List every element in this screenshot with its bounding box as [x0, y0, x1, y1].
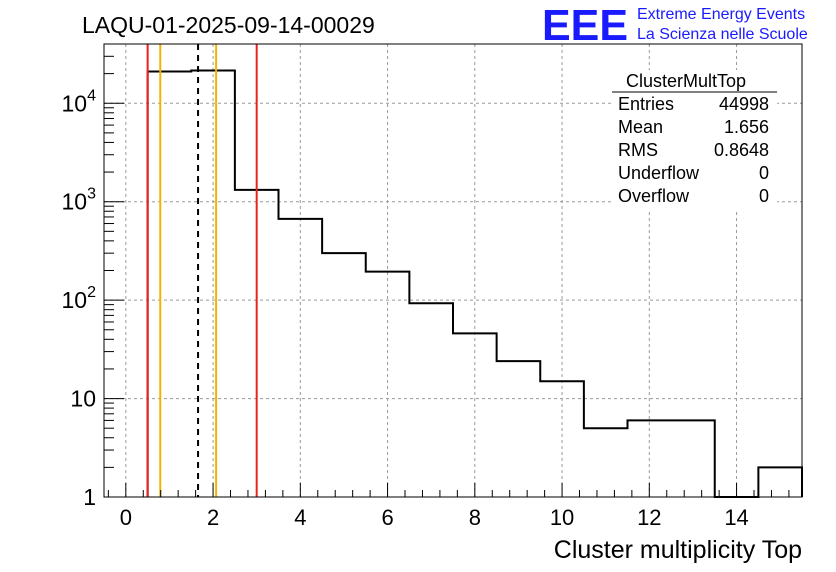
histogram-bin [366, 272, 410, 497]
x-tick-label: 6 [381, 505, 393, 530]
stats-box-background [612, 70, 777, 210]
eee-logo-line1: Extreme Energy Events [637, 6, 805, 23]
histogram-outline [146, 69, 803, 498]
stats-row-label: Mean [618, 117, 663, 137]
y-tick-label: 10 [70, 386, 96, 412]
histogram-bin [322, 253, 366, 497]
y-axis-tick-labels: 1 10 102 103 104 [62, 87, 97, 510]
x-tick-label: 0 [120, 505, 132, 530]
stats-row-label: Underflow [618, 163, 700, 183]
x-tick-label: 4 [294, 505, 306, 530]
y-tick-label: 1 [83, 484, 96, 510]
stats-row-value: 1.656 [724, 117, 769, 137]
x-tick-label: 14 [724, 505, 748, 530]
y-tick-label: 103 [62, 186, 97, 215]
stats-row-value: 0.8648 [714, 140, 769, 160]
stats-box-title: ClusterMultTop [626, 71, 746, 91]
chart-title: LAQU-01-2025-09-14-00029 [82, 12, 375, 38]
stats-row-value: 0 [759, 163, 769, 183]
x-tick-label: 12 [637, 505, 661, 530]
x-axis-tick-labels: 0 2 4 6 8 10 12 14 [120, 505, 749, 530]
histogram-bin [497, 361, 541, 497]
histogram-bin [758, 467, 802, 497]
eee-logo-line2: La Scienza nelle Scuole [637, 26, 808, 43]
eee-logo-mark: EEE [542, 1, 628, 50]
stats-row-value: 44998 [719, 94, 769, 114]
y-tick-label: 104 [62, 87, 97, 116]
stats-row-label: Entries [618, 94, 674, 114]
stats-box: ClusterMultTop Entries 44998 Mean 1.656 RMS 0… [612, 70, 777, 210]
x-tick-label: 10 [550, 505, 574, 530]
stats-row-label: RMS [618, 140, 658, 160]
histogram-bin [409, 303, 453, 497]
y-tick-label: 102 [62, 284, 97, 313]
marker-lines [146, 44, 258, 497]
x-tick-label: 2 [207, 505, 219, 530]
x-axis-label: Cluster multiplicity Top [554, 536, 802, 564]
histogram-bin [628, 420, 715, 497]
stats-row-label: Overflow [618, 186, 690, 206]
histogram-bin [148, 72, 192, 497]
histogram-bin [584, 428, 628, 497]
stats-row-value: 0 [759, 186, 769, 206]
x-tick-label: 8 [469, 505, 481, 530]
eee-logo: EEE Extreme Energy Events La Scienza nel… [542, 1, 808, 50]
stats-box-rows: Entries 44998 Mean 1.656 RMS 0.8648 Underflow 0… [618, 94, 769, 206]
grid [104, 44, 802, 497]
axis-ticks [104, 43, 790, 498]
histogram-bars [146, 69, 803, 498]
